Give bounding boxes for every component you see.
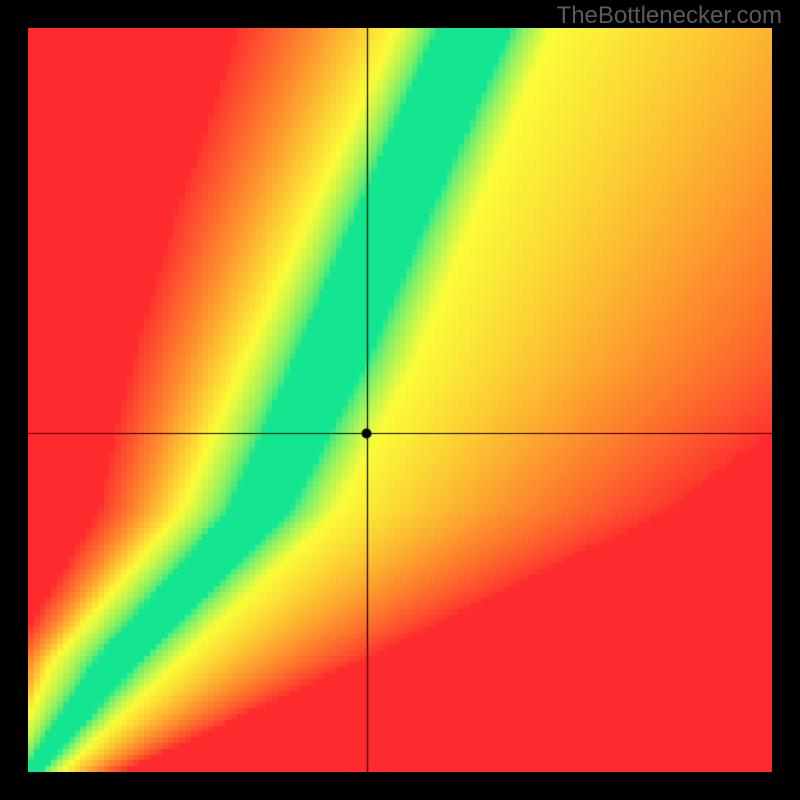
stage: TheBottlenecker.com: [0, 0, 800, 800]
bottleneck-heatmap: [28, 28, 772, 772]
watermark-text: TheBottlenecker.com: [557, 2, 782, 30]
